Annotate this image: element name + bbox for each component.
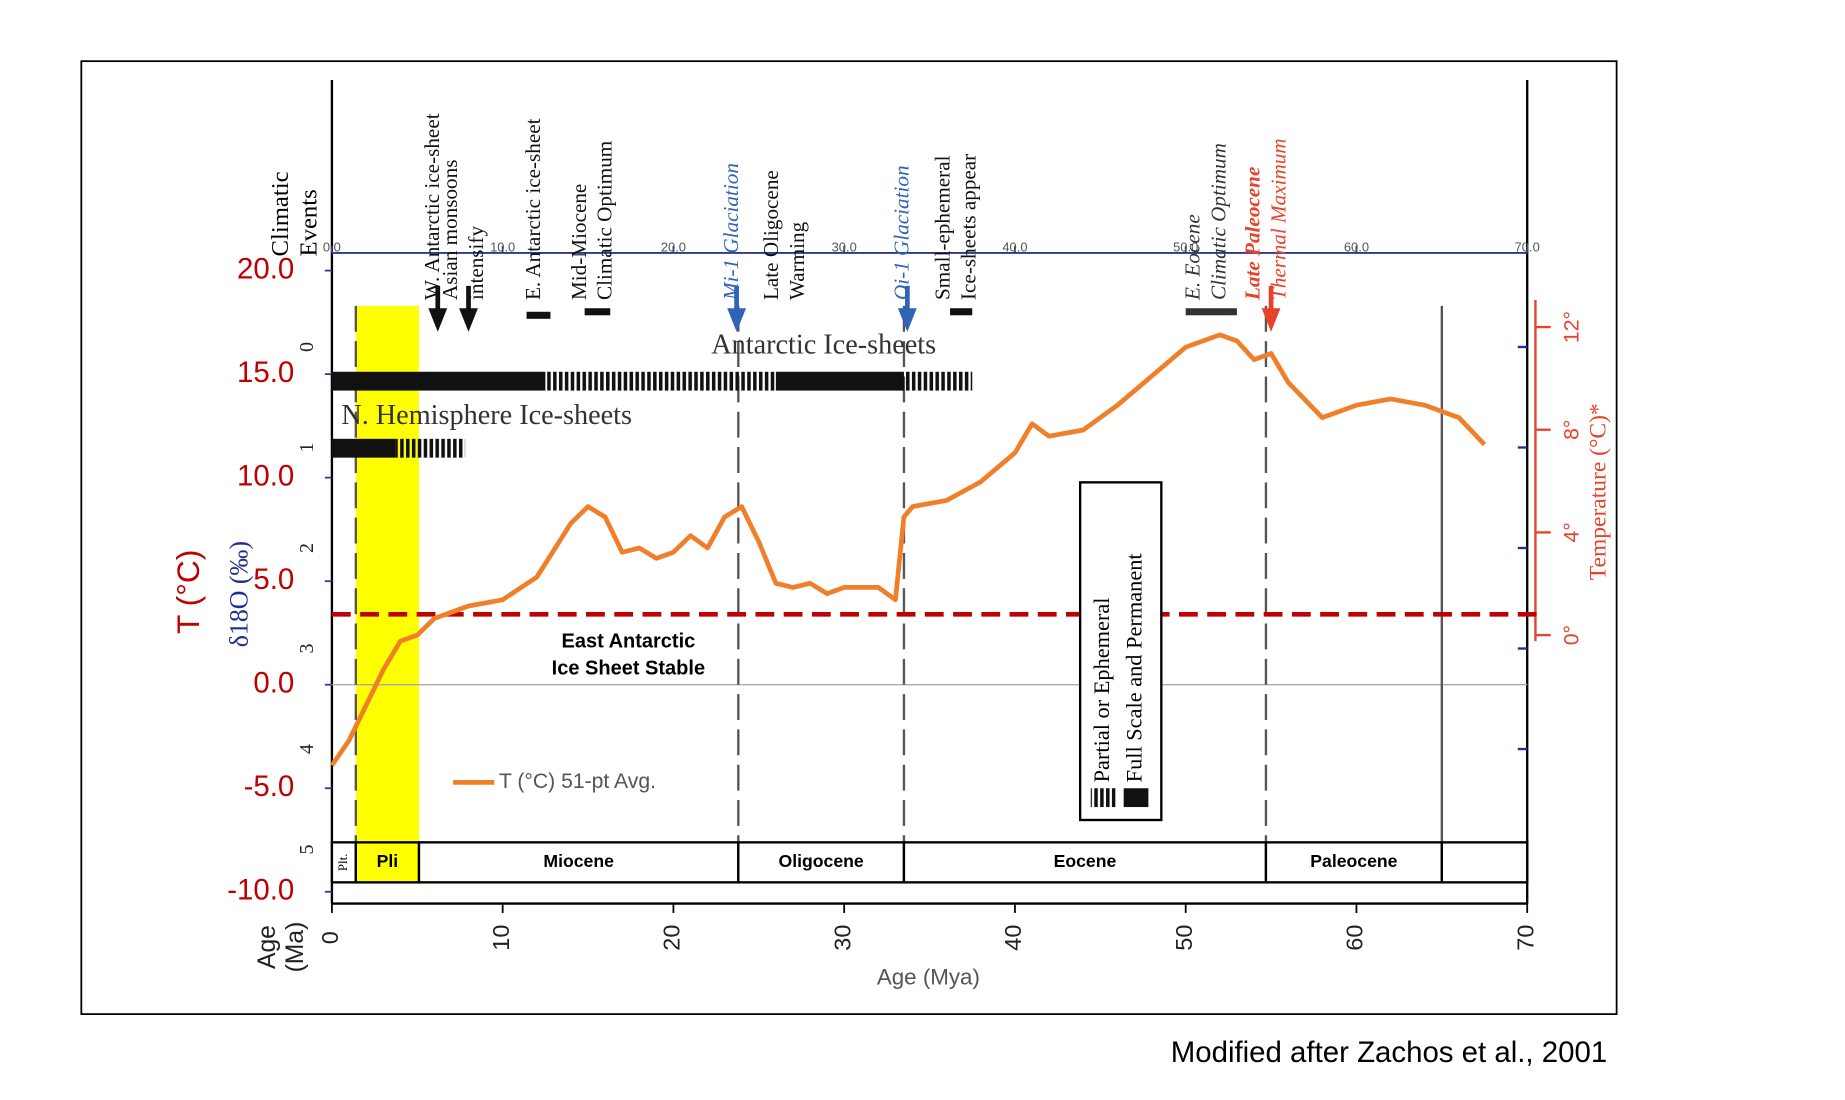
frame: [80, 60, 1618, 1015]
top-x-tick-label: 30.0: [832, 240, 857, 255]
d18o-tick-label: 2: [296, 543, 318, 553]
epoch-box: [737, 841, 906, 884]
ice-legend-full: Full Scale and Permanent: [1122, 553, 1147, 783]
event-label: Warming: [785, 221, 809, 300]
events-heading: Climatic: [267, 171, 294, 256]
epoch-label: Miocene: [543, 851, 614, 871]
d18o-tick-label: 3: [296, 644, 318, 654]
ice-sheet-segment: [331, 438, 396, 458]
threshold-label: East Antarctic: [562, 631, 696, 653]
ice-sheet-segment: [545, 371, 776, 391]
event-arrow-head: [1261, 308, 1281, 332]
ice-sheet-segment: [395, 438, 466, 458]
x-tick-label: 30: [829, 925, 855, 951]
y-tick-label: 15.0: [237, 356, 294, 389]
event-label: Climatic Optimum: [1207, 143, 1231, 300]
event-bar: [584, 308, 611, 316]
top-x-tick-label: 40.0: [1002, 240, 1027, 255]
ice-sheet-label: Antarctic Ice-sheets: [711, 330, 936, 361]
event-label: Thermal Maximum: [1266, 138, 1290, 300]
events-heading: Events: [295, 189, 322, 256]
x-tick-label: 70: [1512, 925, 1538, 951]
event-label: Late Paleocene: [1240, 167, 1264, 301]
event-label: Ice-sheets appear: [956, 154, 980, 300]
top-x-tick-label: 50.0: [1173, 240, 1198, 255]
top-x-tick-label: 10.0: [490, 240, 515, 255]
y-tick-label: 5.0: [253, 563, 294, 596]
event-label: Asian monsoons: [438, 160, 462, 300]
x-tick-label: 20: [659, 925, 685, 951]
epoch-label: Eocene: [1054, 851, 1117, 871]
legend-label: T (°C) 51-pt Avg.: [499, 770, 656, 793]
ice-legend-box: [1078, 481, 1163, 822]
event-label: Mid-Miocene: [567, 184, 591, 300]
ice-sheet-segment: [903, 371, 973, 391]
top-x-tick-label: 0.0: [323, 240, 341, 255]
event-label: E. Antarctic ice-sheet: [521, 118, 545, 300]
y-tick-label: -10.0: [227, 874, 294, 907]
epoch-label: Pli: [377, 851, 399, 871]
epoch-label: Paleocene: [1310, 851, 1397, 871]
x-tick-label: 60: [1342, 925, 1368, 951]
ice-sheet-segment: [331, 371, 546, 391]
event-arrow-head: [897, 308, 917, 332]
y-tick-label: 0.0: [253, 666, 294, 699]
d18o-tick-label: 0: [296, 342, 318, 352]
threshold-label: Ice Sheet Stable: [552, 658, 705, 680]
epoch-highlight: [355, 305, 419, 843]
x-tick-label: 40: [1000, 925, 1026, 951]
event-label: W. Antarctic ice-sheet: [420, 113, 444, 300]
x-tick-label: 0: [317, 931, 343, 944]
event-label: Climatic Optimum: [593, 140, 617, 300]
y-tick-label: 20.0: [237, 252, 294, 285]
event-label: E. Eocene: [1181, 214, 1205, 301]
footer: Modified after Zachos et al., 2001: [1171, 1036, 1607, 1069]
event-label: Oi-1 Glaciation: [890, 165, 914, 300]
epoch-label: Plt.: [335, 854, 350, 872]
series-line: [329, 332, 1487, 767]
x-tick-label: 50: [1171, 925, 1197, 951]
ice-legend-partial-swatch: [1090, 788, 1116, 808]
epoch-box: [354, 841, 421, 884]
event-bar: [1185, 308, 1237, 316]
event-bar: [950, 308, 973, 316]
epoch-tail: [1440, 841, 1529, 884]
event-label: Late Oligocene: [759, 170, 783, 300]
temp-tick-label: 4°: [1561, 522, 1584, 542]
event-label: Mi-1 Glaciation: [719, 163, 743, 301]
temp-tick-label: 8°: [1561, 420, 1584, 440]
epoch-box: [1264, 841, 1444, 884]
epoch-box: [902, 841, 1268, 884]
event-label: Small-ephemeral: [931, 155, 955, 300]
ice-legend-partial: Partial or Ephemeral: [1089, 597, 1114, 782]
ice-legend-full-swatch: [1123, 788, 1149, 808]
event-arrow-head: [459, 308, 478, 332]
d18o-tick-label: 4: [296, 744, 318, 754]
ice-sheet-segment: [775, 371, 904, 391]
epoch-label: Oligocene: [779, 851, 864, 871]
y-tick-label: 10.0: [237, 459, 294, 492]
event-bar: [526, 311, 551, 319]
top-x-tick-label: 60.0: [1344, 240, 1369, 255]
temp-axis-title: Temperature (°C)*: [1586, 403, 1612, 580]
d18o-tick-label: 1: [296, 442, 318, 452]
top-x-tick-label: 70.0: [1515, 240, 1540, 255]
epoch-box: [417, 841, 740, 884]
x-axis-alt-title: (Ma): [282, 922, 309, 973]
event-arrow-head: [727, 308, 747, 332]
x-axis-title: Age (Mya): [877, 965, 980, 990]
d18o-axis-title: δ18O (‰): [224, 541, 253, 647]
d18o-tick-label: 5: [296, 845, 318, 855]
y-axis-title: T (°C): [170, 550, 206, 634]
y-tick-label: -5.0: [244, 770, 295, 803]
top-x-tick-label: 20.0: [661, 240, 686, 255]
temp-tick-label: 0°: [1561, 625, 1584, 645]
temp-tick-label: 12°: [1561, 311, 1584, 343]
event-arrow-head: [428, 308, 448, 332]
ice-sheet-label: N. Hemisphere Ice-sheets: [341, 400, 632, 431]
x-axis-alt-title: Age: [254, 925, 281, 969]
x-tick-label: 10: [488, 925, 514, 951]
